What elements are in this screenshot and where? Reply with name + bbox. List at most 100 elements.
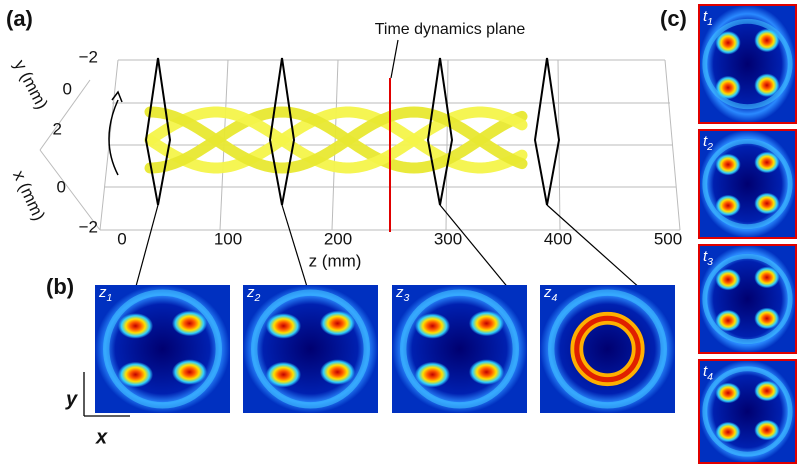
label-symbol: t xyxy=(703,248,708,265)
z-axis-label: z (mm) xyxy=(309,251,362,270)
image-b: z4 xyxy=(540,284,675,413)
image-b: z1 xyxy=(95,284,230,413)
intensity-spot xyxy=(265,361,302,388)
label-index: 4 xyxy=(552,292,558,304)
plane-arrow xyxy=(281,204,309,291)
intensity-spot xyxy=(715,309,741,332)
panel-label: (a) xyxy=(6,6,33,31)
plane-arrow xyxy=(546,204,643,291)
intensity-spot xyxy=(715,194,741,217)
image-label: z4 xyxy=(543,284,558,304)
intensity-spot xyxy=(414,361,451,388)
image-label: z3 xyxy=(395,284,410,304)
image-c: t1 xyxy=(698,4,797,124)
plane-arrow xyxy=(439,204,511,291)
intensity-spot xyxy=(754,151,780,174)
intensity-spot xyxy=(754,380,780,402)
intensity-bg xyxy=(243,285,378,413)
axis-x: x xyxy=(95,426,108,448)
label-symbol: z xyxy=(98,284,107,301)
panel-label: (b) xyxy=(46,274,74,299)
y-tick-label: −2 xyxy=(79,47,98,66)
frame-line xyxy=(664,59,681,231)
image-label: z1 xyxy=(98,284,112,304)
label-symbol: t xyxy=(703,363,708,380)
image-label: t4 xyxy=(703,363,713,383)
helix-strand xyxy=(144,106,528,174)
image-b: z3 xyxy=(392,284,527,413)
outer-ring xyxy=(399,289,520,409)
z-tick-label: 0 xyxy=(117,229,126,248)
intensity-bg xyxy=(392,285,527,413)
plane-outline xyxy=(533,57,561,206)
image-border xyxy=(698,359,797,464)
label-symbol: z xyxy=(543,284,552,301)
outer-ring xyxy=(250,289,371,409)
image-label: t2 xyxy=(703,133,713,153)
intensity-spot xyxy=(414,313,451,339)
intensity-bg xyxy=(699,245,796,353)
intensity-spot xyxy=(754,266,780,289)
intensity-spot xyxy=(754,307,780,330)
intensity-spot xyxy=(117,361,154,388)
annotation-arrow xyxy=(390,39,399,79)
beam-helix xyxy=(144,106,528,174)
axis-y: y xyxy=(65,388,78,410)
panel-label: (c) xyxy=(660,6,687,31)
y-axis-label: y (mm) xyxy=(10,57,52,113)
intensity-spot xyxy=(468,359,505,385)
intensity-spot xyxy=(754,28,780,53)
label-index: 2 xyxy=(254,292,261,304)
y-tick-label: 2 xyxy=(53,119,62,138)
rotation-arrow-head xyxy=(111,90,123,103)
intensity-spot xyxy=(715,75,741,100)
image-label: z2 xyxy=(246,284,261,304)
outer-ring xyxy=(702,18,793,110)
intensity-bg xyxy=(699,360,796,463)
z-tick-label: 200 xyxy=(324,229,352,248)
image-border xyxy=(698,244,797,354)
intensity-spot xyxy=(319,359,356,385)
label-index: 1 xyxy=(107,292,113,304)
rotation-arrow xyxy=(108,99,119,176)
label-index: 3 xyxy=(404,292,410,304)
planes xyxy=(134,57,643,291)
intensity-spot xyxy=(171,359,208,385)
intensity-spot xyxy=(754,192,780,215)
intensity-spot xyxy=(754,419,780,441)
label-symbol: t xyxy=(703,8,708,25)
image-b: z2 xyxy=(243,284,378,413)
intensity-spot xyxy=(468,310,505,337)
intensity-spot xyxy=(715,382,741,404)
outer-ring xyxy=(547,289,668,409)
intensity-spot xyxy=(171,310,208,337)
label-symbol: t xyxy=(703,133,708,150)
label-index: 3 xyxy=(707,256,713,268)
axis-ticks: 0 100 200 300 400 500 −2 0 2 0 −2 xyxy=(53,47,683,248)
image-c: t2 xyxy=(698,129,797,239)
intensity-bg xyxy=(95,285,230,413)
outer-ring xyxy=(702,366,793,457)
image-c: t3 xyxy=(698,244,797,354)
label-index: 1 xyxy=(707,16,713,28)
outer-ring xyxy=(702,253,793,345)
x-tick-label: 0 xyxy=(57,177,66,196)
y-tick-label: 0 xyxy=(63,79,72,98)
frame-line xyxy=(39,149,101,231)
intensity-spot xyxy=(117,313,154,339)
label-index: 4 xyxy=(707,371,713,383)
image-border xyxy=(698,4,797,124)
z-tick-label: 400 xyxy=(544,229,572,248)
plane-arrow xyxy=(134,204,159,291)
image-label: t3 xyxy=(703,248,713,268)
helix-strand xyxy=(144,106,528,174)
helix-strand xyxy=(144,106,528,174)
outer-ring xyxy=(102,289,223,409)
frame-line xyxy=(39,79,91,151)
image-border xyxy=(698,129,797,239)
outer-ring xyxy=(702,138,793,230)
image-label: t1 xyxy=(703,8,713,28)
label-symbol: z xyxy=(246,284,255,301)
